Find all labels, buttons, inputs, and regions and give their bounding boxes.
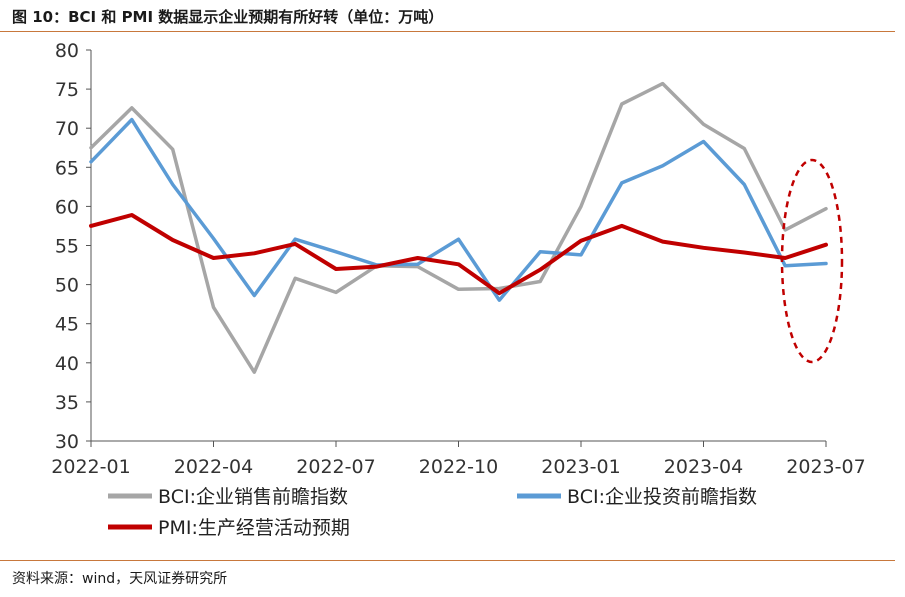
axes: 30 35 40 45 50 55 60 65 70 75 80 2022-01 2022-04 2022… xyxy=(51,40,865,478)
y-tick-label: 35 xyxy=(55,392,79,414)
legend-label-3: PMI:生产经营活动预期 xyxy=(158,517,350,539)
series-layer xyxy=(89,81,828,374)
y-tick-label: 45 xyxy=(55,314,79,336)
x-tick-label: 2023-01 xyxy=(541,456,620,478)
x-tick-label: 2023-04 xyxy=(664,456,743,478)
highlight-ellipse xyxy=(780,158,844,364)
y-tick-label: 40 xyxy=(55,353,79,375)
y-tick-label: 30 xyxy=(55,431,79,453)
y-tick-label: 65 xyxy=(55,157,79,179)
legend-label-1: BCI:企业销售前瞻指数 xyxy=(158,486,348,508)
y-tick-label: 80 xyxy=(55,40,79,62)
x-tick-label: 2022-07 xyxy=(296,456,375,478)
y-tick-label: 75 xyxy=(55,79,79,101)
bottom-divider xyxy=(0,560,895,561)
y-tick-label: 70 xyxy=(55,118,79,140)
top-divider xyxy=(0,31,895,32)
series-line-1 xyxy=(89,81,828,374)
source-note: 资料来源：wind，天风证券研究所 xyxy=(12,571,228,587)
series-line-3 xyxy=(89,213,828,296)
legend: BCI:企业销售前瞻指数 BCI:企业投资前瞻指数 PMI:生产经营活动预期 xyxy=(108,486,757,539)
series-line-2 xyxy=(89,117,828,302)
y-tick-label: 60 xyxy=(55,196,79,218)
legend-label-2: BCI:企业投资前瞻指数 xyxy=(567,486,757,508)
x-tick-label: 2022-04 xyxy=(174,456,253,478)
chart-title: 图 10：BCI 和 PMI 数据显示企业预期有所好转（单位：万吨） xyxy=(12,8,444,26)
y-tick-label: 50 xyxy=(55,275,79,297)
x-tick-label: 2023-07 xyxy=(786,456,865,478)
line-chart: 30 35 40 45 50 55 60 65 70 75 80 2022-01 2022-04 2022… xyxy=(51,40,865,539)
y-tick-label: 55 xyxy=(55,236,79,258)
x-tick-label: 2022-01 xyxy=(51,456,130,478)
x-tick-label: 2022-10 xyxy=(419,456,498,478)
